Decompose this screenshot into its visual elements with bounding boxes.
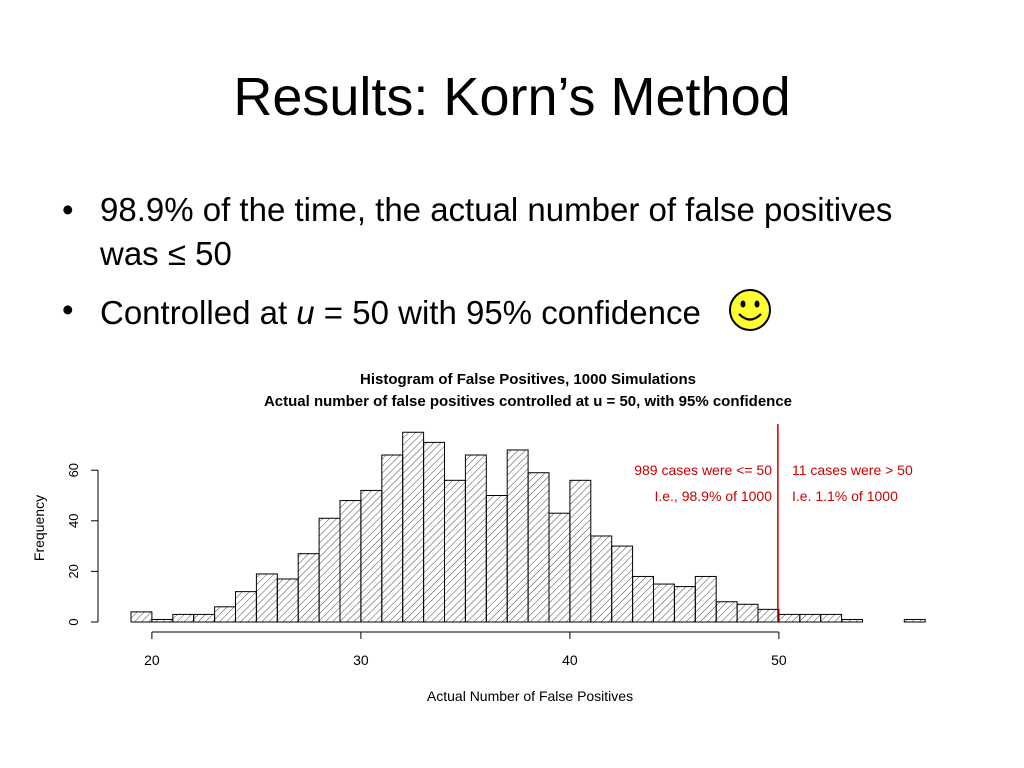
y-tick-label: 60 (66, 463, 81, 477)
histogram-bar (778, 613, 801, 623)
histogram-bar (903, 618, 926, 623)
histogram-bar (423, 441, 446, 623)
histogram-bar (402, 431, 425, 623)
x-tick-label: 50 (771, 652, 787, 668)
x-tick-label: 20 (144, 652, 160, 668)
histogram-bar (464, 454, 487, 623)
bullet-text-after: = 50 with 95% confidence (314, 294, 701, 332)
histogram-bar (214, 606, 237, 623)
histogram-bar (172, 613, 195, 623)
y-axis-label: Frequency (31, 495, 47, 561)
histogram-bar (130, 611, 153, 623)
slide-title: Results: Korn’s Method (233, 67, 791, 127)
histogram-bar (632, 575, 654, 623)
histogram-bar (297, 553, 320, 623)
bullet-text: 98.9% of the time, the actual number of … (100, 191, 893, 272)
histogram-bar (193, 613, 216, 623)
histogram-bar (736, 603, 759, 623)
histogram-bar (276, 578, 299, 623)
bullet-item: • Controlled at u = 50 with 95% confiden… (60, 288, 960, 343)
histogram-bar (318, 517, 341, 623)
annotation-right-2: I.e. 1.1% of 1000 (792, 488, 898, 504)
histogram-bar (841, 618, 863, 623)
histogram-bar (506, 449, 529, 623)
histogram-bar (339, 500, 362, 623)
histogram-bar (757, 608, 780, 623)
histogram-bar (590, 535, 613, 623)
chart-axes: 20 30 40 50 0 20 40 60 (66, 463, 787, 668)
histogram-bar (527, 472, 550, 623)
bullet-variable: u (296, 294, 315, 332)
annotation-left-1: 989 cases were <= 50 (634, 462, 772, 478)
bullet-item: • 98.9% of the time, the actual number o… (60, 188, 960, 276)
histogram-bar (360, 489, 383, 623)
histogram-bar (820, 613, 843, 623)
histogram-bar (235, 591, 257, 623)
chart-subtitle: Actual number of false positives control… (264, 393, 792, 410)
histogram-bar (673, 586, 696, 623)
annotation-left-2: I.e., 98.9% of 1000 (654, 488, 772, 504)
x-axis-label: Actual Number of False Positives (427, 688, 633, 704)
y-tick-label: 0 (66, 618, 81, 625)
histogram-bar (653, 583, 675, 623)
y-tick-label: 20 (66, 564, 81, 578)
histogram-bar (611, 545, 634, 623)
annotation-right-1: 11 cases were > 50 (792, 462, 913, 478)
bullet-text-before: Controlled at (100, 294, 297, 332)
chart-title: Histogram of False Positives, 1000 Simul… (360, 371, 696, 388)
histogram-bar (255, 573, 278, 623)
histogram-bar (381, 454, 404, 623)
histogram-bar (569, 479, 592, 623)
histogram-bar (548, 512, 571, 623)
histogram-bar (799, 613, 822, 623)
histogram-bar (694, 575, 717, 623)
bullet-dot: • (62, 291, 74, 328)
x-tick-label: 40 (562, 652, 578, 668)
histogram-chart: Histogram of False Positives, 1000 Simul… (31, 371, 926, 704)
histogram-bar (715, 601, 738, 623)
smiley-face-icon (728, 288, 772, 343)
x-tick-label: 30 (353, 652, 369, 668)
bullet-dot: • (62, 191, 74, 228)
histogram-bars (130, 431, 926, 623)
bullet-list: • 98.9% of the time, the actual number o… (60, 188, 960, 355)
histogram-bar (485, 495, 508, 623)
histogram-bar (151, 618, 174, 623)
y-tick-label: 40 (66, 514, 81, 528)
histogram-bar (444, 479, 466, 623)
